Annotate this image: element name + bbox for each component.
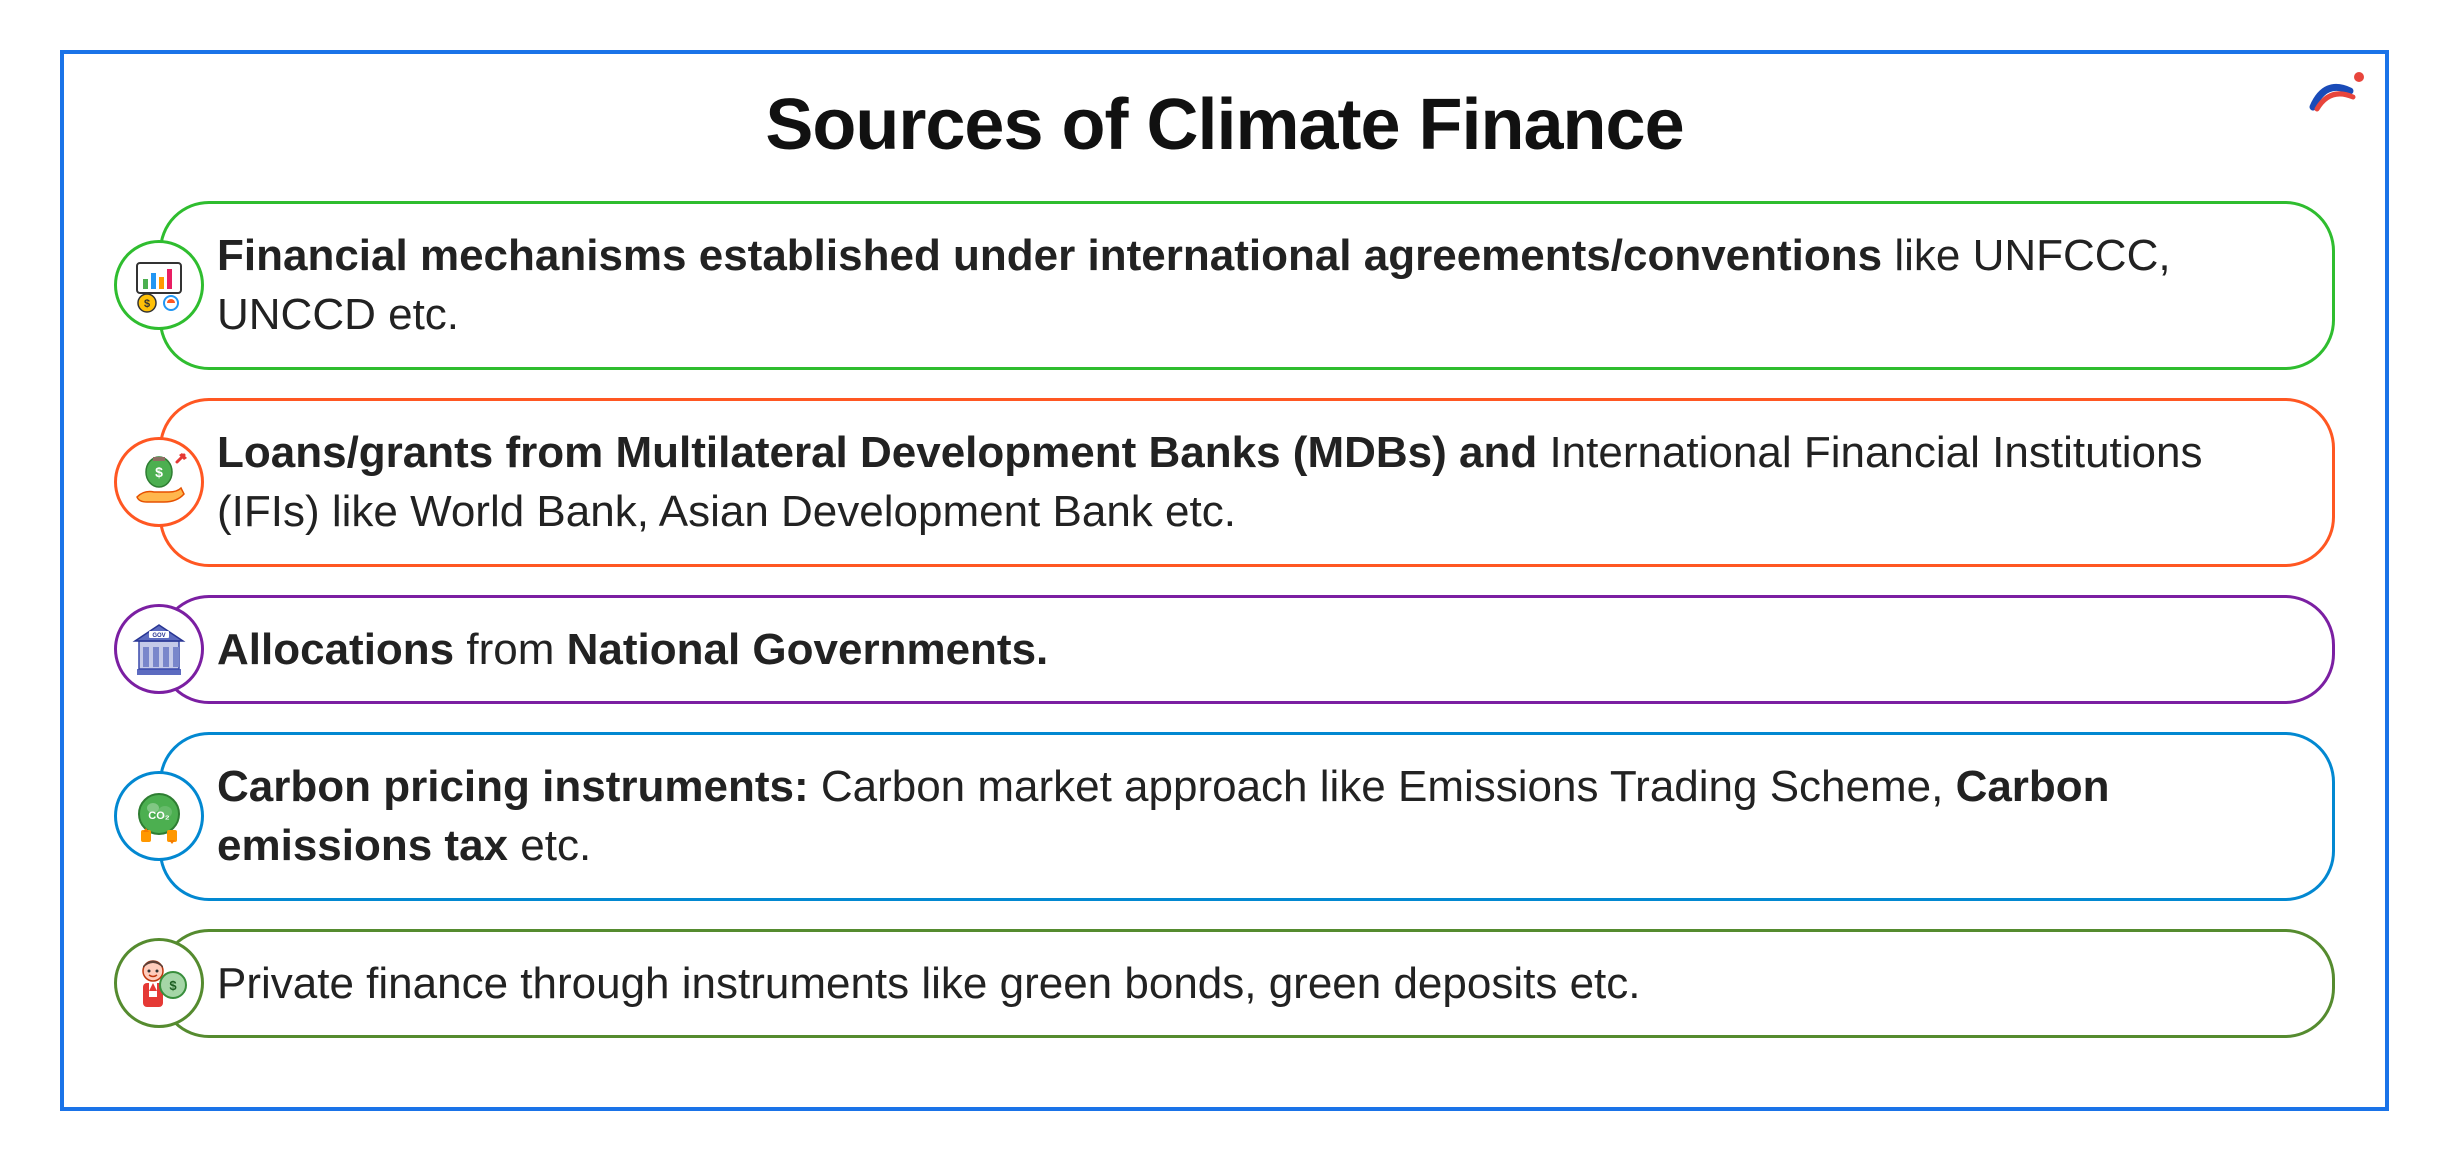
list-item: $ Private finance through instruments li…	[114, 929, 2335, 1038]
list-item: GOV Allocations from National Government…	[114, 595, 2335, 704]
list-item: CO₂ Carbon pricing instruments: Carbon m…	[114, 732, 2335, 901]
list-item: $ Financial mechanisms established under…	[114, 201, 2335, 370]
text-segment: Carbon pricing instruments:	[217, 762, 809, 811]
text-segment: Private finance through instruments like…	[217, 959, 1641, 1008]
text-segment: Carbon market approach like Emissions Tr…	[809, 762, 1956, 811]
list-item: $ Loans/grants from Multilateral Develop…	[114, 398, 2335, 567]
government-building-icon: GOV	[114, 604, 204, 694]
brand-logo	[2305, 69, 2365, 114]
item-content: Allocations from National Governments.	[159, 595, 2335, 704]
main-container: Sources of Climate Finance $ Financial m…	[60, 50, 2389, 1111]
text-segment: etc.	[508, 821, 591, 870]
text-segment: National Governments.	[567, 625, 1049, 674]
item-content: Loans/grants from Multilateral Developme…	[159, 398, 2335, 567]
item-content: Private finance through instruments like…	[159, 929, 2335, 1038]
page-title: Sources of Climate Finance	[114, 84, 2335, 166]
money-hand-icon: $	[114, 437, 204, 527]
logo-svg	[2305, 69, 2365, 114]
svg-text:$: $	[155, 464, 163, 480]
svg-text:$: $	[169, 978, 177, 993]
item-content: Carbon pricing instruments: Carbon marke…	[159, 732, 2335, 901]
item-content: Financial mechanisms established under i…	[159, 201, 2335, 370]
person-money-icon: $	[114, 938, 204, 1028]
co2-icon: CO₂	[114, 771, 204, 861]
svg-text:CO₂: CO₂	[148, 810, 170, 822]
svg-text:$: $	[144, 298, 150, 310]
items-list: $ Financial mechanisms established under…	[114, 201, 2335, 1038]
text-segment: Allocations	[217, 625, 454, 674]
text-segment: Financial mechanisms established under i…	[217, 231, 1882, 280]
text-segment: from	[454, 625, 566, 674]
chart-money-icon: $	[114, 240, 204, 330]
svg-text:GOV: GOV	[152, 633, 165, 639]
text-segment: Loans/grants from Multilateral Developme…	[217, 428, 1537, 477]
